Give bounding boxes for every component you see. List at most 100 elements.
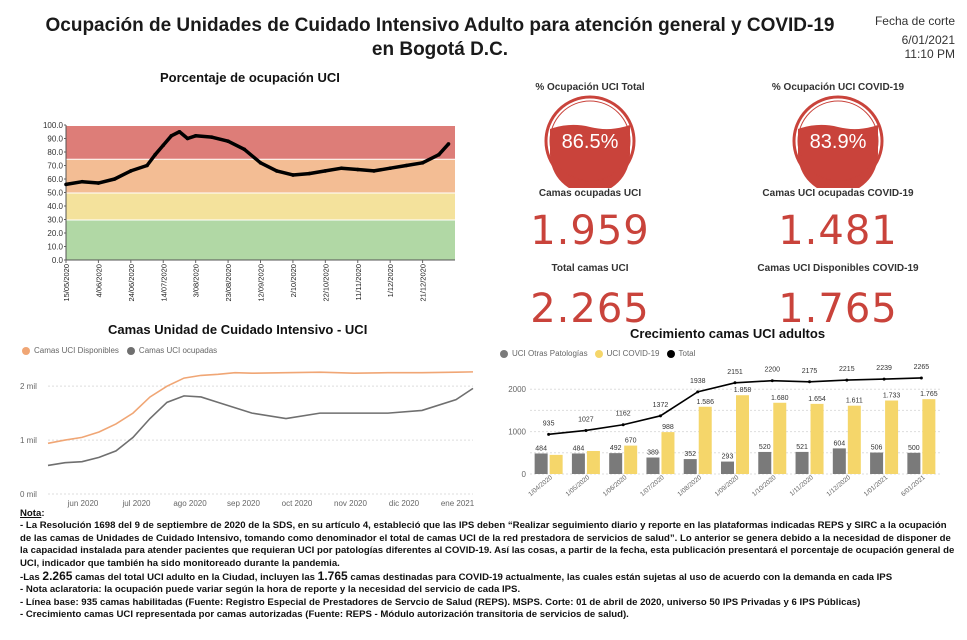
y-tick-label: 80.0: [47, 148, 63, 157]
x-tick-label: 15/05/2020: [62, 264, 71, 302]
total-label: 2239: [876, 365, 892, 372]
x-tick-label: 4/06/2020: [94, 264, 103, 297]
occupancy-point: [274, 169, 279, 173]
bar-covid-label: 1.611: [846, 398, 863, 405]
occupancy-point: [242, 147, 247, 152]
x-tick-label: 22/10/2020: [321, 264, 330, 302]
x-tick-label: 21/12/2020: [419, 264, 428, 302]
occupancy-point: [355, 167, 360, 172]
kpi-covid-occupied-label: Camas UCI ocupadas COVID-19: [762, 188, 914, 199]
occupancy-point: [436, 152, 441, 157]
total-label: 1372: [653, 402, 669, 409]
bar-covid-label: 1.586: [696, 399, 714, 406]
total-label: 2200: [764, 367, 780, 374]
x-tick-label: 24/06/2020: [127, 264, 136, 302]
gauge-fill: [798, 124, 878, 188]
gauge-fill: [550, 124, 630, 188]
total-point: [621, 423, 625, 427]
bar-covid: [661, 432, 675, 474]
note-2-covid: 1.765: [317, 569, 348, 584]
bar-covid: [922, 399, 936, 474]
bar-otras-label: 484: [535, 445, 547, 452]
x-tick-label: jun 2020: [67, 499, 99, 508]
total-point: [882, 377, 886, 381]
x-tick-label: 1/06/2020: [602, 474, 629, 498]
bar-otras: [758, 451, 772, 474]
x-tick-label: 1/08/2020: [676, 474, 703, 498]
bar-otras: [870, 452, 884, 474]
occupancy-point: [323, 169, 328, 173]
bar-otras: [721, 461, 734, 474]
occupancy-chart: 100.0 90.0 80.0 70.0 60.0 50.0 40.0 30.0 20.0 10.…: [43, 121, 455, 302]
growth-chart-title: Crecimiento camas UCI adultos: [630, 326, 826, 341]
growth-chart: 2000 1000 0 484 935 1/04/2020 484 1027 1/05/2020…: [508, 364, 940, 498]
note-1: - La Resolución 1698 del 9 de septiembre…: [20, 520, 955, 569]
kpi-covid-value: 83.9%: [810, 131, 867, 153]
bar-otras-label: 521: [796, 444, 808, 451]
y-tick-label: 0: [522, 470, 527, 479]
x-tick-label: 1/07/2020: [639, 474, 666, 498]
x-tick-label: 1/04/2020: [527, 474, 554, 498]
bar-covid-label: 1.654: [808, 396, 826, 403]
x-tick-label: ago 2020: [173, 499, 207, 508]
occupancy-point: [112, 177, 117, 181]
notes-heading: Nota: [20, 508, 42, 519]
bar-otras-label: 352: [684, 451, 696, 458]
kpi-covid-label: % Ocupación UCI COVID-19: [771, 82, 905, 93]
bar-otras: [683, 459, 697, 474]
occupancy-point: [129, 169, 133, 173]
bar-otras-label: 604: [833, 440, 845, 447]
bar-covid: [847, 405, 861, 474]
total-label: 2215: [839, 366, 855, 373]
occupancy-point: [404, 163, 409, 168]
occupancy-point: [177, 129, 182, 134]
bar-otras-label: 492: [610, 445, 622, 452]
total-point: [845, 378, 849, 382]
total-label: 2265: [914, 364, 930, 371]
camas-legend: Camas UCI Disponibles Camas UCI ocupadas: [22, 346, 217, 355]
band-green: [66, 219, 455, 260]
total-label: 2175: [802, 368, 818, 375]
occupancy-line: [65, 130, 450, 187]
bar-otras: [534, 453, 548, 474]
occupancy-point: [185, 136, 190, 141]
occupancy-point: [96, 181, 101, 185]
legend-total: Total: [678, 349, 696, 358]
occupancy-point: [307, 171, 311, 176]
x-tick-label: 11/11/2020: [354, 264, 363, 300]
y-tick-label: 50.0: [47, 189, 63, 198]
note-2c: camas del total UCI adulto en la Ciudad,…: [72, 572, 318, 584]
cutoff-date-label: Fecha de corte: [874, 14, 955, 28]
total-point: [770, 379, 774, 383]
x-tick-label: 12/09/2020: [257, 264, 266, 302]
legend-gray-dot: [500, 349, 508, 358]
occupancy-point: [64, 182, 68, 187]
bar-otras-label: 293: [722, 454, 734, 461]
bar-otras-label: 389: [647, 450, 659, 457]
y-tick-label: 10.0: [47, 243, 63, 252]
y-tick-label: 30.0: [47, 216, 63, 225]
band-red: [66, 125, 455, 159]
legend-black-dot: [666, 349, 675, 358]
x-tick-label: 2/10/2020: [289, 264, 298, 297]
y-tick-label: 1 mil: [20, 436, 37, 445]
total-label: 1938: [690, 378, 706, 385]
kpi-covid-available-value: 1.765: [778, 286, 898, 332]
x-tick-label: 23/08/2020: [224, 264, 233, 302]
total-point: [658, 414, 662, 418]
occupancy-point: [339, 166, 344, 170]
bar-covid-label: 670: [625, 438, 637, 445]
note-5: - Crecimiento camas UCI representada por…: [20, 609, 629, 621]
total-point: [919, 376, 923, 380]
legend-orange-dot: [22, 346, 30, 355]
y-tick-label: 40.0: [47, 202, 63, 211]
kpi-total-value: 86.5%: [562, 131, 619, 153]
camas-chart: 2 mil 1 mil 0 mil jun 2020 jul 2020 ago 2020 s…: [20, 371, 475, 508]
y-tick-label: 0 mil: [20, 490, 37, 499]
occupancy-point: [193, 134, 198, 138]
y-tick-label: 20.0: [47, 229, 63, 238]
occupancy-point: [420, 161, 425, 165]
cutoff-date-value: 6/01/2021: [901, 33, 955, 47]
bar-covid: [773, 402, 787, 474]
occupancy-chart-title: Porcentaje de ocupación UCI: [160, 70, 340, 85]
